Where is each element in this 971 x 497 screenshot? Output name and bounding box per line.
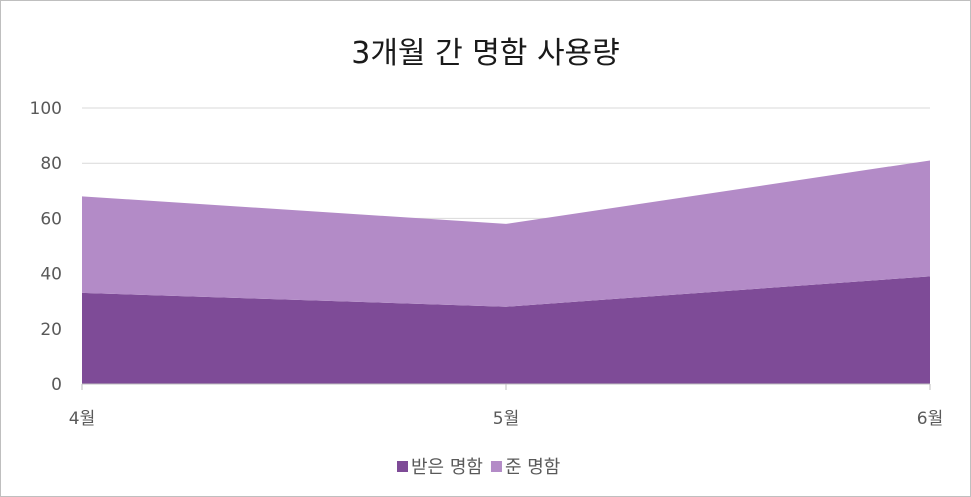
y-tick-label: 40 [40,265,62,285]
series-areas [82,160,930,384]
y-tick-label: 20 [40,320,62,340]
y-axis-tick-labels: 0 20 40 60 80 100 [30,99,62,395]
y-tick-label: 60 [40,209,62,229]
y-tick-label: 100 [30,99,62,119]
area-series-2 [82,160,930,307]
x-tick-label: 6월 [917,409,943,429]
legend-swatch-2 [490,461,502,472]
legend-swatch-1 [397,461,408,472]
legend: 받은 명함 준 명함 [397,457,560,478]
legend-label-1: 받은 명함 [411,457,483,478]
x-axis-tick-labels: 4월 5월 6월 [69,409,943,429]
x-tick-label: 4월 [69,409,95,429]
x-axis [81,383,931,390]
x-tick-label: 5월 [493,409,519,429]
area-series-1 [82,276,930,384]
y-tick-label: 0 [51,375,62,395]
y-tick-label: 80 [40,154,62,174]
chart-title: 3개월 간 명함 사용량 [351,36,620,71]
legend-label-2: 준 명함 [505,457,560,478]
